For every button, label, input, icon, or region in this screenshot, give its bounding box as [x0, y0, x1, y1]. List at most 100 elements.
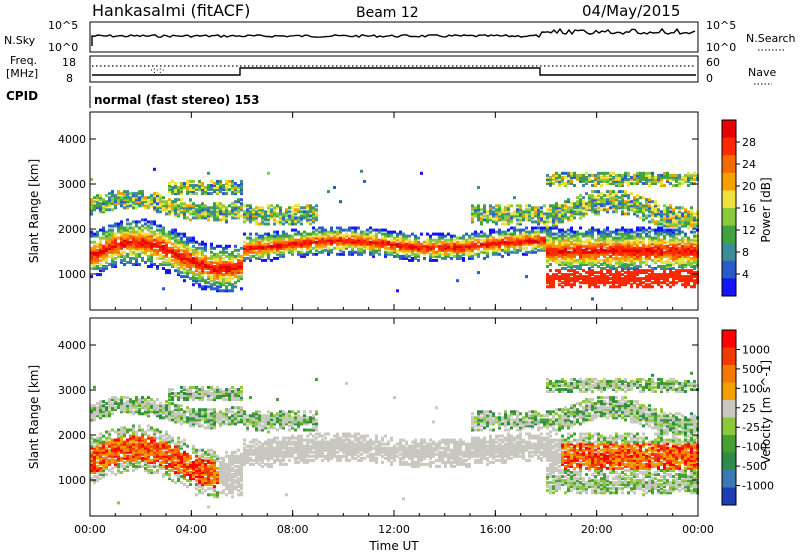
velocity-cell [99, 477, 102, 480]
power-cell [597, 210, 600, 213]
power-cell [474, 239, 477, 242]
power-cell [216, 245, 219, 248]
velocity-cell [108, 459, 111, 462]
power-cell [624, 263, 627, 266]
power-cell [621, 194, 624, 197]
power-cell [102, 227, 105, 230]
power-cell [216, 180, 219, 183]
power-cell [573, 210, 576, 213]
power-cell [600, 243, 603, 246]
power-cell [612, 265, 615, 268]
power-cell [204, 271, 207, 274]
power-cell [174, 198, 177, 201]
power-cell [207, 206, 210, 209]
power-cell [306, 210, 309, 213]
power-cell [315, 229, 318, 232]
power-cell [576, 196, 579, 199]
power-cell [270, 259, 273, 262]
velocity-cell [96, 437, 99, 440]
power-cell [246, 237, 249, 240]
power-cell [597, 237, 600, 240]
power-cell [411, 257, 414, 260]
power-cell [99, 202, 102, 205]
power-cell [669, 239, 672, 242]
power-cell [624, 212, 627, 215]
power-cell [681, 283, 684, 286]
power-cell [582, 269, 585, 272]
power-cell [513, 227, 516, 230]
power-cell [183, 241, 186, 244]
power-cell [234, 281, 237, 284]
power-cell [660, 265, 663, 268]
power-cell [642, 285, 645, 288]
power-cell [471, 241, 474, 244]
power-cell [576, 275, 579, 278]
power-cell [222, 184, 225, 187]
power-cell [225, 261, 228, 264]
power-cell [588, 229, 591, 232]
power-cell [180, 249, 183, 252]
power-cell [609, 190, 612, 193]
power-cell [480, 251, 483, 254]
power-cell [234, 255, 237, 258]
power-cell [231, 202, 234, 205]
velocity-cell [147, 424, 150, 427]
power-cell [693, 172, 696, 175]
power-cell [390, 239, 393, 242]
power-cell [231, 251, 234, 254]
power-cell [606, 269, 609, 272]
velocity-cell [138, 424, 141, 427]
power-cell [156, 225, 159, 228]
power-cell [648, 283, 651, 286]
power-cell [621, 227, 624, 230]
power-cell [504, 237, 507, 240]
power-cell [183, 233, 186, 236]
velocity-cell [126, 439, 129, 442]
power-cell [606, 190, 609, 193]
power-cell [585, 202, 588, 205]
power-cell [141, 190, 144, 193]
power-cell [99, 194, 102, 197]
power-cell [297, 239, 300, 242]
power-cell [387, 231, 390, 234]
power-cell [366, 233, 369, 236]
power-cell [621, 273, 624, 276]
power-cell [660, 273, 663, 276]
power-cell [597, 172, 600, 175]
freq-left-tick-low: 8 [66, 72, 73, 85]
power-cell [672, 229, 675, 232]
power-cell [207, 271, 210, 274]
power-cell [159, 263, 162, 266]
velocity-cell [117, 463, 120, 466]
power-cell [180, 233, 183, 236]
power-cell [561, 176, 564, 179]
power-cell [480, 239, 483, 242]
power-cell [435, 259, 438, 262]
power-cell [444, 239, 447, 242]
power-cell [177, 204, 180, 207]
power-cell [207, 192, 210, 195]
power-cell [519, 218, 522, 221]
power-cell [585, 275, 588, 278]
power-cell [570, 247, 573, 250]
power-cell [186, 180, 189, 183]
power-cell [516, 223, 519, 226]
power-cell [303, 231, 306, 234]
power-cell [675, 281, 678, 284]
power-cell [336, 253, 339, 256]
power-cell [459, 241, 462, 244]
velocity-cell [108, 449, 111, 452]
power-cell [675, 229, 678, 232]
power-cell [228, 245, 231, 248]
power-cell [483, 239, 486, 242]
power-cell [117, 243, 120, 246]
power-cell [657, 204, 660, 207]
power-cell [399, 231, 402, 234]
power-cell [165, 233, 168, 236]
power-cell [288, 210, 291, 213]
power-cell [693, 247, 696, 250]
power-cell [648, 220, 651, 223]
power-cell [600, 196, 603, 199]
power-cell [105, 265, 108, 268]
power-cell [471, 237, 474, 240]
